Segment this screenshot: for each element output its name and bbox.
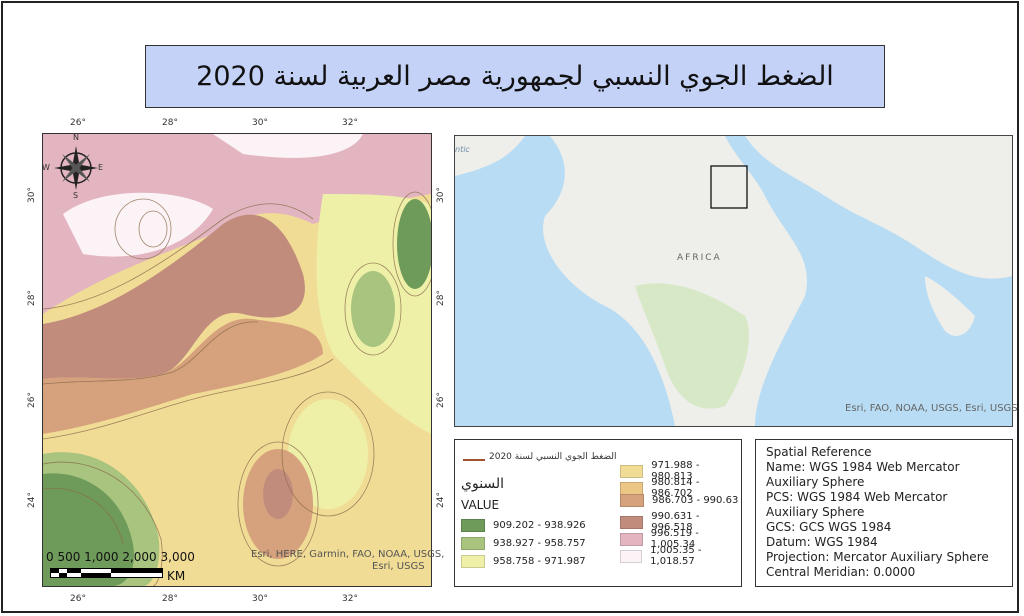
legend-item-label: 958.758 - 971.987 [493, 556, 586, 567]
pressure-contour-map[interactable] [42, 133, 432, 587]
spatial-reference-name: Name: WGS 1984 Web Mercator Auxiliary Sp… [766, 460, 960, 489]
legend-item: 990.631 - 996.518 [620, 511, 741, 533]
legend-item-label: 986.703 - 990.63 [652, 495, 739, 506]
legend-item-label: 971.988 - 980.813 [651, 460, 700, 482]
legend-item: 986.703 - 990.63 [620, 494, 738, 507]
inset-continent-label: AFRICA [677, 253, 722, 263]
legend-heading: السنوي [461, 476, 505, 492]
legend-swatch [620, 481, 644, 495]
inset-map-svg [455, 136, 1012, 426]
spatial-reference-central-meridian: Central Meridian: 0.0000 [766, 565, 916, 579]
compass-e: E [98, 163, 104, 172]
legend-item: 996.519 - 1,005.34 [620, 528, 741, 550]
legend-item-label: 1,005.35 - 1,018.57 [650, 545, 702, 567]
spatial-reference-heading: Spatial Reference [766, 445, 872, 459]
left-tick-24: 24° [26, 492, 37, 508]
right-tick-24: 24° [435, 492, 446, 508]
legend-item-label: 996.519 - 1,005.34 [650, 528, 699, 550]
right-tick-28: 28° [435, 290, 446, 306]
legend-item: 958.758 - 971.987 [461, 555, 586, 568]
legend-swatch [461, 519, 485, 532]
legend-item: 971.988 - 980.813 [620, 460, 741, 482]
legend-item: 909.202 - 938.926 [461, 519, 586, 532]
legend-swatch [461, 555, 485, 568]
main-map-attribution-1: Esri, HERE, Garmin, FAO, NOAA, USGS, [251, 549, 445, 560]
legend-swatch [620, 532, 643, 546]
top-tick-30: 30° [252, 118, 268, 128]
legend-swatch [461, 537, 485, 550]
legend-subheading: VALUE [461, 498, 500, 512]
spatial-reference-panel: Spatial Reference Name: WGS 1984 Web Mer… [755, 439, 1013, 587]
top-tick-26: 26° [70, 118, 86, 128]
compass-n: N [73, 133, 79, 142]
scale-bar [50, 568, 163, 578]
spatial-reference-datum: Datum: WGS 1984 [766, 535, 878, 549]
spatial-reference-pcs: PCS: WGS 1984 Web Mercator Auxiliary Sph… [766, 490, 948, 519]
scale-unit: KM [167, 569, 186, 583]
bottom-tick-28: 28° [162, 594, 178, 604]
legend-item-label: 938.927 - 958.757 [493, 538, 586, 549]
inset-attribution: Esri, FAO, NOAA, USGS, Esri, USGS [845, 403, 1018, 414]
compass-w: W [42, 163, 50, 172]
legend-item: 938.927 - 958.757 [461, 537, 586, 550]
bottom-tick-32: 32° [342, 594, 358, 604]
left-tick-28: 28° [26, 290, 37, 306]
inset-ocean-fragment: ntic [455, 145, 470, 154]
legend-item-label: 990.631 - 996.518 [651, 511, 700, 533]
left-tick-26: 26° [26, 392, 37, 408]
legend-item-label: 909.202 - 938.926 [493, 520, 586, 531]
locator-inset-map[interactable]: AFRICA ntic [454, 135, 1013, 427]
bottom-tick-26: 26° [70, 594, 86, 604]
scale-bar-labels: 0 500 1,000 2,000 3,000 [46, 550, 195, 564]
spatial-reference-gcs: GCS: GCS WGS 1984 [766, 520, 892, 534]
legend-item-label: 980.814 - 986.702 [651, 477, 700, 499]
legend-swatch [620, 464, 644, 478]
map-title-box: الضغط الجوي النسبي لجمهورية مصر العربية … [145, 45, 885, 108]
top-tick-28: 28° [162, 118, 178, 128]
pressure-map-svg [43, 134, 431, 586]
legend-panel: الضغط الجوي النسبي لسنة 2020 السنوي VALU… [454, 439, 742, 587]
bottom-tick-30: 30° [252, 594, 268, 604]
main-map-attribution-2: Esri, USGS [372, 561, 425, 572]
right-tick-30: 30° [435, 187, 446, 203]
legend-item: 1,005.35 - 1,018.57 [620, 545, 741, 567]
top-tick-32: 32° [342, 118, 358, 128]
compass-rose-icon [54, 146, 98, 190]
legend-swatch [620, 549, 643, 563]
right-tick-26: 26° [435, 392, 446, 408]
compass-s: S [73, 191, 79, 200]
legend-contour-line-symbol [463, 459, 485, 461]
legend-swatch [620, 494, 644, 507]
spatial-reference-projection: Projection: Mercator Auxiliary Sphere [766, 550, 989, 564]
legend-swatch [620, 515, 644, 529]
map-title: الضغط الجوي النسبي لجمهورية مصر العربية … [196, 61, 834, 92]
legend-item: 980.814 - 986.702 [620, 477, 741, 499]
left-tick-30: 30° [26, 187, 37, 203]
legend-line-label: الضغط الجوي النسبي لسنة 2020 [489, 452, 617, 462]
